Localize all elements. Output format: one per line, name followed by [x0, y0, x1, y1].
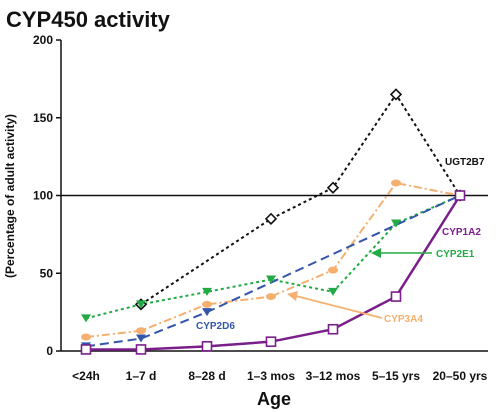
y-axis-label: (Percentage of adult activity): [3, 114, 17, 278]
y-tick-labels: 0 50 100 150 200: [33, 33, 53, 358]
x-tick-label: 3–12 mos: [306, 369, 361, 383]
marker-cyp2e1: [81, 314, 91, 323]
marker-ugt2b7: [264, 212, 278, 225]
marker-cyp1a2: [327, 323, 339, 335]
marker-cyp3a4: [81, 333, 91, 341]
label-cyp2e1: CYP2E1: [436, 249, 475, 260]
cyp3a4-arrow-line: [291, 294, 383, 319]
marker-cyp2d6: [202, 308, 212, 317]
marker-ugt2b7: [389, 88, 403, 101]
marker-cyp2e1: [266, 275, 276, 284]
marker-cyp1a2: [454, 190, 466, 201]
marker-cyp1a2: [390, 291, 402, 302]
x-tick-label: 20–50 yrs: [433, 369, 488, 383]
marker-cyp3a4: [328, 266, 338, 274]
marker-ugt2b7: [326, 181, 340, 194]
marker-cyp2e1: [391, 219, 401, 228]
label-cyp2d6: CYP2D6: [196, 321, 235, 332]
marker-cyp3a4: [136, 327, 146, 335]
x-tick-label: 8–28 d: [188, 369, 225, 383]
label-cyp1a2: CYP1A2: [442, 227, 481, 238]
marker-cyp1a2: [265, 336, 277, 347]
marker-cyp1a2: [135, 344, 147, 355]
marker-cyp2e1: [328, 287, 338, 296]
y-tick-label: 100: [33, 189, 53, 203]
x-tick-label: <24h: [72, 369, 100, 383]
x-tick-label: 1–3 mos: [247, 369, 295, 383]
y-tick-label: 150: [33, 111, 53, 125]
series-line-cyp2d6: [85, 194, 461, 348]
marker-cyp2d6: [136, 334, 146, 343]
x-tick-label: 5–15 yrs: [372, 369, 420, 383]
marker-cyp3a4: [266, 293, 276, 301]
series-markers: [80, 88, 467, 355]
marker-cyp1a2: [201, 341, 213, 352]
cyp3a4-arrowhead: [287, 291, 298, 301]
marker-cyp3a4: [202, 300, 212, 308]
y-tick-label: 0: [46, 344, 53, 358]
x-tick-label: 1–7 d: [126, 369, 157, 383]
y-tick-label: 50: [40, 266, 54, 280]
y-tick-label: 200: [33, 33, 53, 47]
cyp2e1-arrowhead: [371, 248, 381, 258]
marker-cyp3a4: [391, 179, 401, 187]
label-ugt2b7: UGT2B7: [445, 157, 485, 168]
marker-cyp1a2: [80, 344, 92, 355]
annotation-arrows: [287, 248, 432, 319]
x-axis-label: Age: [257, 389, 291, 409]
x-tick-labels: <24h 1–7 d 8–28 d 1–3 mos 3–12 mos 5–15 yrs 20…: [72, 369, 488, 383]
chart-title: CYP450 activity: [6, 7, 171, 32]
marker-cyp2e1: [202, 287, 212, 296]
marker-cyp2e1: [136, 300, 146, 309]
label-cyp3a4: CYP3A4: [384, 314, 423, 325]
